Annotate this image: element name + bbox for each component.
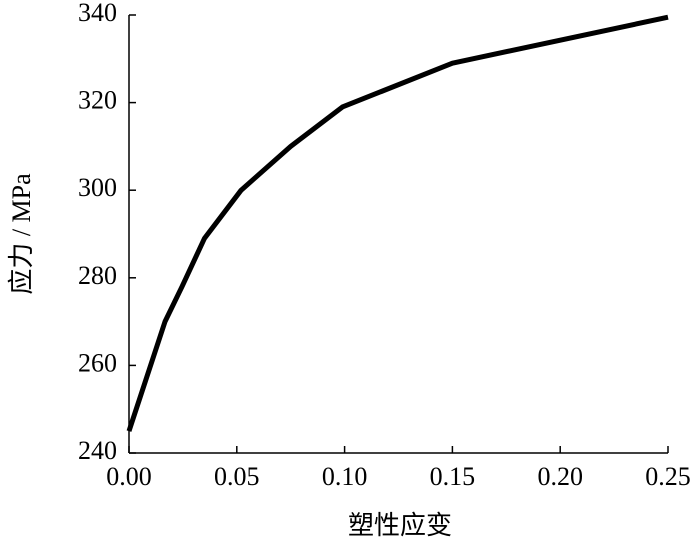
x-axis-label: 塑性应变 <box>348 511 452 540</box>
x-tick-label: 0.05 <box>214 462 260 491</box>
y-tick-label: 260 <box>78 348 117 377</box>
y-axis-label: 应力 / MPa <box>7 173 36 295</box>
x-tick-label: 0.25 <box>645 462 691 491</box>
y-tick-label: 240 <box>78 436 117 465</box>
x-tick-label: 0.10 <box>322 462 368 491</box>
x-tick-label: 0.00 <box>106 462 152 491</box>
y-tick-label: 300 <box>78 173 117 202</box>
y-tick-label: 280 <box>78 261 117 290</box>
data-line <box>126 14 669 432</box>
x-tick-label: 0.20 <box>537 462 583 491</box>
y-tick-label: 340 <box>78 0 117 27</box>
x-tick-label: 0.15 <box>430 462 476 491</box>
y-tick-label: 320 <box>78 86 117 115</box>
